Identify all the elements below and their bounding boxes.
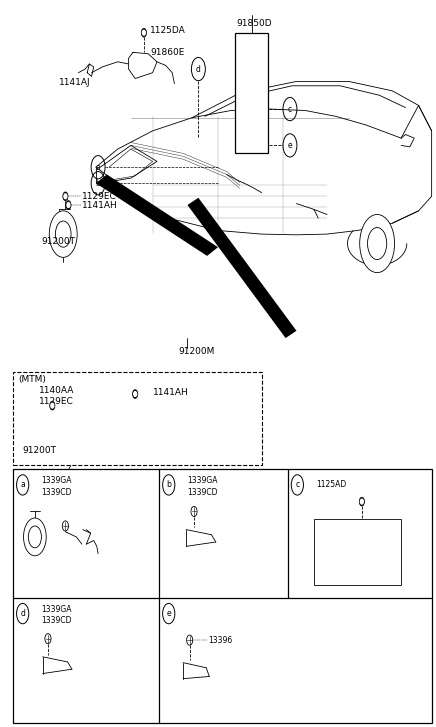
Circle shape [359,497,364,506]
Circle shape [50,401,55,410]
Text: 91200T: 91200T [41,237,75,246]
Text: 1141AH: 1141AH [82,201,118,209]
Text: 1339GA: 1339GA [41,476,72,485]
Circle shape [64,194,67,198]
Circle shape [28,526,41,548]
Bar [13,372,262,465]
Text: 1141AJ: 1141AJ [59,78,91,87]
Text: 1129EC: 1129EC [39,397,74,406]
Circle shape [67,203,70,207]
Text: a: a [20,481,25,489]
Text: 1339CD: 1339CD [41,488,72,497]
Text: d: d [20,609,25,618]
Bar [13,469,432,723]
Circle shape [49,211,77,257]
Text: 1141AH: 1141AH [153,388,188,397]
Text: 1129EC: 1129EC [82,192,117,201]
Text: 91850D: 91850D [236,19,272,28]
Text: 91200T: 91200T [23,446,57,455]
Polygon shape [96,174,218,256]
Text: 1125AD: 1125AD [316,481,346,489]
Text: 13396: 13396 [208,635,232,645]
Circle shape [134,392,136,396]
Text: 1339CD: 1339CD [187,488,218,497]
Circle shape [24,518,46,555]
Text: 1339CD: 1339CD [41,616,72,625]
Bar [314,519,401,585]
Circle shape [66,201,71,209]
Text: b: b [95,179,101,188]
Text: 1125DA: 1125DA [150,26,186,35]
Circle shape [141,28,146,37]
Text: c: c [295,481,300,489]
Text: (MTM): (MTM) [18,375,46,384]
Text: b: b [166,481,171,489]
Circle shape [63,192,68,201]
Circle shape [51,403,54,408]
Circle shape [143,31,145,35]
Text: d: d [196,65,201,73]
Text: c: c [288,105,292,113]
Circle shape [368,228,387,260]
Text: e: e [288,141,292,150]
Circle shape [361,499,363,504]
Text: 91860E: 91860E [150,48,185,57]
Circle shape [360,214,395,273]
Text: 91200M: 91200M [178,348,214,356]
Text: 1339GA: 1339GA [187,476,218,485]
Circle shape [55,221,71,247]
Text: 1140AA: 1140AA [39,386,75,395]
Text: a: a [96,163,100,172]
Bar [235,33,268,153]
Text: e: e [167,609,171,618]
Text: 1339GA: 1339GA [41,605,72,614]
Circle shape [133,390,138,398]
Polygon shape [187,198,296,338]
